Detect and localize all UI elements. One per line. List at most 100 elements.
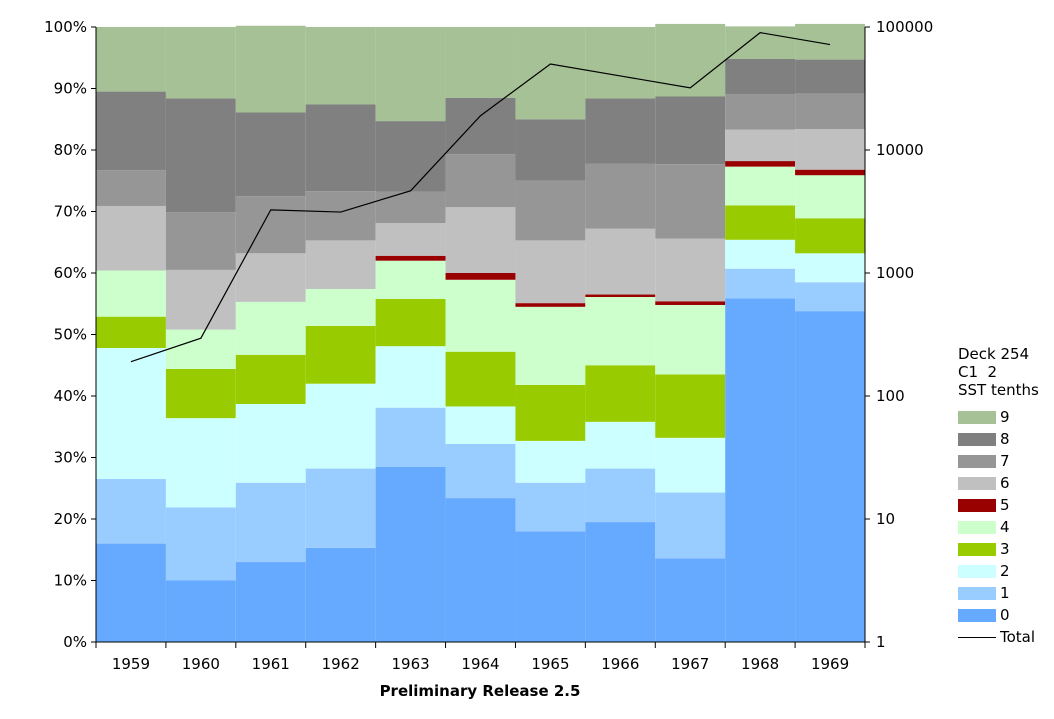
bar-segment-1-1963 (375, 407, 446, 467)
bar-segment-7-1969 (795, 93, 865, 130)
bar-segment-6-1960 (165, 269, 236, 330)
bar-segment-3-1966 (585, 365, 656, 422)
legend-item-6: 6 (958, 472, 1054, 494)
x-tick-label: 1969 (811, 655, 849, 673)
right-tick-label: 100 (876, 387, 905, 405)
bar-segment-0-1969 (795, 311, 865, 642)
bar-segment-1-1965 (515, 482, 586, 532)
legend-label: 9 (1000, 408, 1010, 426)
legend-title-sst: SST tenths (958, 381, 1039, 399)
legend-label: 0 (1000, 606, 1010, 624)
bar-segment-2-1964 (445, 406, 516, 444)
bar-segment-2-1965 (515, 440, 586, 483)
bar-segment-7-1968 (725, 94, 796, 130)
bar-segment-4-1960 (165, 329, 236, 369)
bar-segment-4-1963 (375, 260, 446, 299)
legend-item-3: 3 (958, 538, 1054, 560)
bar-segment-4-1961 (235, 301, 306, 355)
bar-segment-6-1963 (375, 223, 446, 256)
legend-swatch (958, 520, 996, 534)
bar-segment-9-1963 (375, 27, 446, 122)
left-tick-label: 0% (63, 633, 87, 651)
bar-segment-9-1964 (445, 27, 516, 98)
left-tick-label: 50% (54, 326, 87, 344)
bar-segment-8-1965 (515, 119, 586, 181)
bar-segment-7-1960 (165, 212, 236, 270)
legend-item-5: 5 (958, 494, 1054, 516)
legend-line-swatch (958, 636, 996, 638)
right-tick-label: 1 (876, 633, 886, 651)
bar-segment-0-1963 (375, 466, 446, 642)
bar-segment-2-1961 (235, 404, 306, 483)
legend-label: 5 (1000, 496, 1010, 514)
bar-segment-4-1965 (515, 306, 586, 385)
x-tick-label: 1966 (601, 655, 639, 673)
bar-segment-8-1964 (445, 97, 516, 155)
legend-item-0: 0 (958, 604, 1054, 626)
bar-segment-2-1960 (165, 418, 236, 508)
legend-item-4: 4 (958, 516, 1054, 538)
bar-segment-0-1968 (725, 298, 796, 642)
bar-segment-8-1962 (305, 104, 376, 192)
left-tick-label: 30% (54, 449, 87, 467)
legend-title-deck: Deck 254 (958, 345, 1030, 363)
legend-swatch (958, 586, 996, 600)
bar-segment-3-1964 (445, 351, 516, 407)
bar-segment-2-1968 (725, 239, 796, 269)
bar-segment-5-1969 (795, 169, 865, 176)
legend-swatch (958, 432, 996, 446)
bar-segment-3-1965 (515, 384, 586, 441)
x-tick-label: 1962 (322, 655, 360, 673)
bar-segment-7-1966 (585, 163, 656, 229)
bar-segment-0-1964 (445, 498, 516, 642)
bar-segment-8-1963 (375, 121, 446, 192)
bar-segment-9-1969 (795, 23, 865, 60)
bar-segment-3-1969 (795, 218, 865, 254)
bar-segment-8-1959 (96, 91, 166, 171)
bar-segment-2-1959 (96, 348, 166, 480)
bar-segment-5-1965 (515, 303, 586, 307)
axes: 0% 10% 20% 30% 40% 50% 60% 70% 80% 90% 100% 1 10 100 1… (44, 18, 933, 673)
x-tick-label: 1961 (252, 655, 290, 673)
bar-segment-5-1967 (655, 301, 726, 305)
legend-swatch (958, 564, 996, 578)
right-tick-label: 10000 (876, 141, 924, 159)
bar-segment-4-1968 (725, 166, 796, 206)
legend-label: 2 (1000, 562, 1010, 580)
bar-segment-2-1963 (375, 346, 446, 408)
bar-segment-9-1965 (515, 27, 586, 120)
bar-segment-6-1964 (445, 207, 516, 273)
bar-segment-0-1961 (235, 562, 306, 642)
left-tick-label: 10% (54, 572, 87, 590)
legend-label: 1 (1000, 584, 1010, 602)
bar-segment-0-1960 (165, 580, 236, 642)
bar-segment-8-1966 (585, 98, 656, 164)
bar-segment-1-1961 (235, 482, 306, 563)
legend: Deck 254 C1 2 SST tenths 9 8 7 6 5 4 3 2 1 0 Total (958, 345, 1054, 648)
bar-segment-0-1967 (655, 558, 726, 642)
legend-label: 6 (1000, 474, 1010, 492)
legend-label: 4 (1000, 518, 1010, 536)
x-tick-label: 1967 (671, 655, 709, 673)
legend-swatch (958, 608, 996, 622)
left-tick-label: 80% (54, 141, 87, 159)
bar-segment-9-1967 (655, 23, 726, 97)
legend-label: 8 (1000, 430, 1010, 448)
bar-segment-6-1962 (305, 240, 376, 289)
legend-swatch (958, 410, 996, 424)
legend-swatch (958, 476, 996, 490)
bar-segment-9-1961 (235, 25, 306, 113)
bar-segment-2-1969 (795, 253, 865, 283)
total-line (130, 31, 831, 363)
x-tick-label: 1964 (461, 655, 499, 673)
bar-segment-0-1966 (585, 522, 656, 642)
legend-title-c1: C1 2 (958, 363, 998, 381)
bar-segment-6-1967 (655, 238, 726, 302)
left-tick-label: 70% (54, 203, 87, 221)
x-tick-label: 1960 (182, 655, 220, 673)
bar-segment-9-1959 (96, 27, 166, 92)
bar-segment-8-1967 (655, 96, 726, 165)
bar-segment-1-1959 (96, 479, 166, 544)
bar-segment-2-1967 (655, 437, 726, 493)
